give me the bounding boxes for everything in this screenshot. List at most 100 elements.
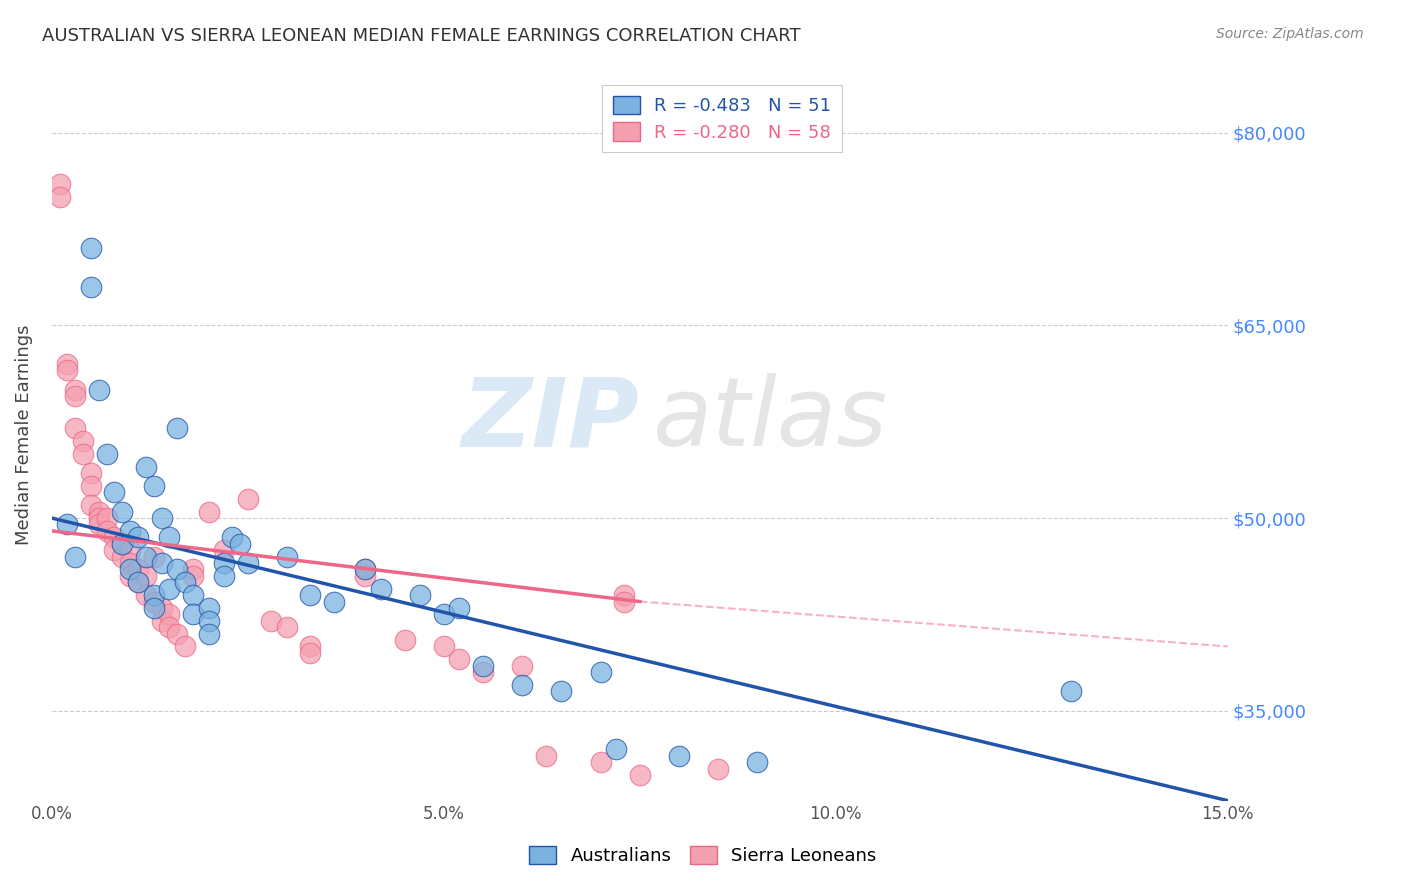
Point bbox=[197, 614, 219, 628]
Point bbox=[65, 389, 87, 403]
Point bbox=[433, 607, 456, 622]
Point bbox=[197, 601, 219, 615]
Point bbox=[181, 588, 204, 602]
Point bbox=[229, 537, 252, 551]
Text: ZIP: ZIP bbox=[463, 374, 640, 467]
Point bbox=[157, 607, 180, 622]
Point bbox=[166, 562, 188, 576]
Point bbox=[174, 640, 197, 654]
Point bbox=[157, 620, 180, 634]
Point bbox=[135, 588, 157, 602]
Point bbox=[354, 569, 377, 583]
Point bbox=[181, 607, 204, 622]
Point bbox=[276, 620, 298, 634]
Point bbox=[510, 678, 533, 692]
Point bbox=[142, 549, 165, 564]
Point bbox=[87, 517, 110, 532]
Point bbox=[1060, 684, 1083, 698]
Point bbox=[589, 665, 612, 680]
Point bbox=[370, 582, 392, 596]
Legend: R = -0.483   N = 51, R = -0.280   N = 58: R = -0.483 N = 51, R = -0.280 N = 58 bbox=[602, 85, 842, 153]
Point bbox=[127, 562, 149, 576]
Point bbox=[276, 549, 298, 564]
Point bbox=[323, 594, 346, 608]
Point bbox=[150, 511, 173, 525]
Point bbox=[120, 562, 142, 576]
Point bbox=[605, 742, 627, 756]
Point bbox=[103, 543, 125, 558]
Point bbox=[212, 556, 235, 570]
Point bbox=[260, 614, 283, 628]
Point bbox=[166, 421, 188, 435]
Point bbox=[65, 383, 87, 397]
Point bbox=[56, 517, 79, 532]
Point bbox=[111, 537, 134, 551]
Point bbox=[212, 543, 235, 558]
Point bbox=[181, 569, 204, 583]
Point bbox=[127, 530, 149, 544]
Point bbox=[142, 479, 165, 493]
Point bbox=[354, 562, 377, 576]
Point bbox=[111, 537, 134, 551]
Point bbox=[613, 594, 636, 608]
Point bbox=[299, 640, 322, 654]
Point bbox=[120, 543, 142, 558]
Point bbox=[449, 601, 471, 615]
Point bbox=[56, 363, 79, 377]
Point bbox=[589, 755, 612, 769]
Point bbox=[48, 177, 70, 191]
Point bbox=[80, 466, 103, 480]
Point bbox=[56, 357, 79, 371]
Point bbox=[120, 556, 142, 570]
Point bbox=[72, 434, 94, 448]
Text: atlas: atlas bbox=[651, 374, 887, 467]
Point bbox=[96, 524, 118, 538]
Point bbox=[394, 633, 416, 648]
Point bbox=[142, 588, 165, 602]
Text: AUSTRALIAN VS SIERRA LEONEAN MEDIAN FEMALE EARNINGS CORRELATION CHART: AUSTRALIAN VS SIERRA LEONEAN MEDIAN FEMA… bbox=[42, 27, 801, 45]
Point bbox=[150, 556, 173, 570]
Point bbox=[236, 556, 259, 570]
Point bbox=[157, 530, 180, 544]
Point bbox=[157, 582, 180, 596]
Point bbox=[471, 665, 494, 680]
Point bbox=[221, 530, 243, 544]
Point bbox=[96, 511, 118, 525]
Point bbox=[111, 505, 134, 519]
Point bbox=[409, 588, 432, 602]
Point bbox=[48, 190, 70, 204]
Legend: Australians, Sierra Leoneans: Australians, Sierra Leoneans bbox=[520, 837, 886, 874]
Point bbox=[87, 383, 110, 397]
Point bbox=[80, 280, 103, 294]
Point bbox=[80, 498, 103, 512]
Point bbox=[142, 601, 165, 615]
Point bbox=[212, 569, 235, 583]
Point bbox=[299, 646, 322, 660]
Point bbox=[236, 491, 259, 506]
Point bbox=[174, 575, 197, 590]
Point bbox=[72, 447, 94, 461]
Point bbox=[628, 768, 651, 782]
Point bbox=[127, 575, 149, 590]
Point bbox=[87, 511, 110, 525]
Point bbox=[150, 614, 173, 628]
Text: Source: ZipAtlas.com: Source: ZipAtlas.com bbox=[1216, 27, 1364, 41]
Point bbox=[80, 479, 103, 493]
Point bbox=[449, 652, 471, 666]
Point bbox=[510, 658, 533, 673]
Point bbox=[120, 569, 142, 583]
Point bbox=[142, 594, 165, 608]
Point bbox=[197, 505, 219, 519]
Point bbox=[668, 748, 690, 763]
Point bbox=[120, 524, 142, 538]
Point bbox=[103, 530, 125, 544]
Point bbox=[747, 755, 769, 769]
Point bbox=[471, 658, 494, 673]
Point bbox=[181, 562, 204, 576]
Point bbox=[65, 549, 87, 564]
Point bbox=[550, 684, 572, 698]
Point bbox=[299, 588, 322, 602]
Point bbox=[433, 640, 456, 654]
Point bbox=[80, 241, 103, 255]
Point bbox=[135, 459, 157, 474]
